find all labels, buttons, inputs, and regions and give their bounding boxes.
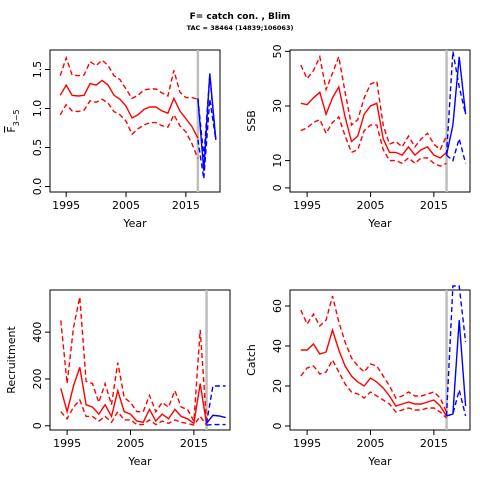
fbar-forecast-lower-line <box>197 99 217 179</box>
ssb-x-axis-label: Year <box>367 217 392 230</box>
fbar-x-tick-label: 2005 <box>112 199 140 212</box>
ssb-forecast-lower-line <box>446 136 467 164</box>
fbar-y-tick-label: 0.5 <box>31 139 44 157</box>
catch-y-tick-label: 40 <box>271 339 284 353</box>
recruitment-historic-lower-line <box>60 398 208 426</box>
ssb-x-tick-label: 2005 <box>356 199 384 212</box>
catch-panel: 1995 2005 2015 0 20 40 60 Year Catch <box>245 285 471 468</box>
fbar-x-tick-label: 2015 <box>172 199 200 212</box>
fbar-historic-lower-line <box>59 98 199 159</box>
catch-y-tick-label: 0 <box>271 423 284 430</box>
catch-x-tick-label: 2015 <box>420 437 448 450</box>
recruitment-x-tick-label: 2005 <box>116 437 144 450</box>
recruitment-historic-median-line <box>60 367 208 425</box>
recruitment-x-axis-label: Year <box>127 455 152 468</box>
ssb-historic-upper-line <box>300 54 448 151</box>
catch-x-tick-label: 1995 <box>293 437 321 450</box>
figure-title: F= catch con. , Blim <box>190 12 291 22</box>
catch-x-tick-label: 2005 <box>356 437 384 450</box>
fbar-y-axis-label: F3−5 <box>5 109 21 132</box>
ssb-forecast-upper-line <box>445 51 467 156</box>
recruitment-y-tick-label: 200 <box>31 368 44 389</box>
catch-historic-upper-line <box>300 295 448 413</box>
ssb-y-tick-label: 30 <box>271 99 284 113</box>
fbar-y-tick-label: 0.0 <box>31 178 44 196</box>
fbar-y-tick-label: 1.5 <box>31 61 44 79</box>
catch-y-tick-label: 20 <box>271 379 284 393</box>
fbar-historic-median-line <box>59 79 199 139</box>
ssb-forecast-median-line <box>445 56 467 156</box>
catch-y-axis-label: Catch <box>245 344 258 376</box>
fbar-panel: 1995 2005 2015 0.0 0.5 1.0 1.5 Year F3−5 <box>5 49 221 230</box>
recruitment-x-tick-label: 2015 <box>180 437 208 450</box>
fbar-y-tick-label: 1.0 <box>31 100 44 118</box>
ssb-plot-frame <box>289 49 471 193</box>
catch-forecast-lower-line <box>446 389 467 417</box>
ssb-y-tick-label: 10 <box>271 154 284 168</box>
fbar-x-axis-label: Year <box>122 217 147 230</box>
recruitment-forecast-median-line <box>205 414 226 424</box>
ssb-x-tick-label: 2015 <box>420 199 448 212</box>
recruitment-forecast-upper-line <box>205 385 226 424</box>
ssb-historic-median-line <box>300 84 447 159</box>
recruitment-panel: 1995 2005 2015 0 200 400 Year Recruitment <box>5 289 231 468</box>
ssb-y-tick-label: 0 <box>271 184 284 191</box>
catch-x-axis-label: Year <box>367 455 392 468</box>
figure-subtitle: TAC = 38464 (14839;106063) <box>187 24 294 32</box>
recruitment-historic-upper-line <box>60 296 208 424</box>
catch-plot-frame <box>289 289 471 431</box>
recruitment-y-axis-label: Recruitment <box>5 326 18 394</box>
fbar-x-tick-label: 1995 <box>52 199 80 212</box>
ssb-y-axis-label: SSB <box>245 110 258 132</box>
ssb-x-tick-label: 1995 <box>293 199 321 212</box>
fbar-historic-upper-line <box>59 55 199 100</box>
catch-historic-median-line <box>300 327 448 417</box>
recruitment-y-tick-label: 0 <box>31 422 44 429</box>
fbar-plot-frame <box>49 49 221 193</box>
ssb-historic-lower-line <box>300 115 447 167</box>
fbar-forecast-upper-line <box>197 75 217 157</box>
catch-y-tick-label: 60 <box>271 299 284 313</box>
recruitment-forecast-lower-line <box>206 423 226 426</box>
recruitment-y-tick-label: 400 <box>31 322 44 343</box>
ssb-panel: 1995 2005 2015 0 10 30 50 Year SSB <box>245 44 471 230</box>
ssb-y-tick-label: 50 <box>271 44 284 58</box>
catch-historic-lower-line <box>300 358 447 419</box>
recruitment-x-tick-label: 1995 <box>53 437 81 450</box>
recruitment-plot-frame <box>49 289 231 431</box>
catch-forecast-upper-line <box>445 285 467 417</box>
